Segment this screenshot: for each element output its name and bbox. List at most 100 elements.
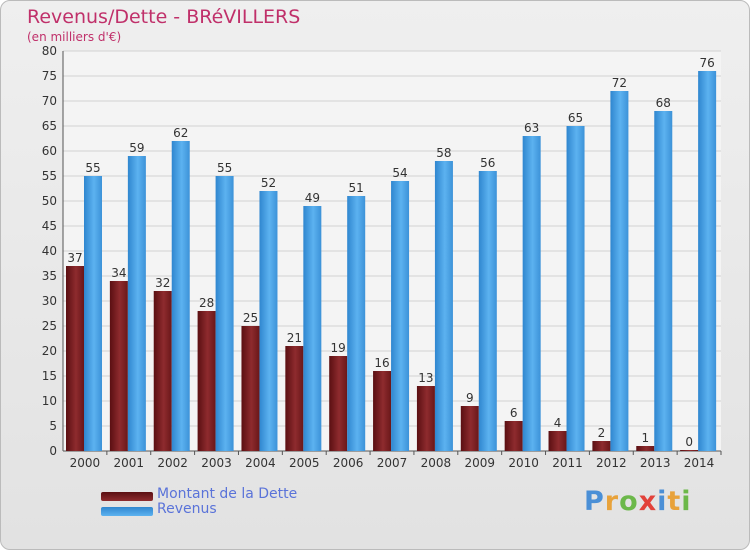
logo-letter: t bbox=[667, 486, 682, 517]
x-tick-label: 2000 bbox=[70, 456, 101, 470]
bar-dette bbox=[153, 291, 172, 451]
data-label-dette: 1 bbox=[641, 431, 649, 445]
y-tick-label: 55 bbox=[42, 169, 57, 183]
y-tick-label: 65 bbox=[42, 119, 57, 133]
y-tick-label: 80 bbox=[42, 44, 57, 58]
data-label-revenus: 55 bbox=[85, 161, 100, 175]
x-tick-label: 2009 bbox=[464, 456, 495, 470]
bar-revenus bbox=[259, 191, 278, 451]
bar-revenus bbox=[654, 111, 673, 451]
bar-dette bbox=[416, 386, 435, 451]
logo-letter: x bbox=[638, 486, 658, 517]
y-tick-label: 60 bbox=[42, 144, 57, 158]
y-tick-label: 15 bbox=[42, 369, 57, 383]
data-label-dette: 9 bbox=[466, 391, 474, 405]
legend-swatch-dette bbox=[101, 492, 153, 501]
bar-revenus bbox=[84, 176, 102, 451]
bar-dette bbox=[460, 406, 479, 451]
data-label-dette: 6 bbox=[510, 406, 518, 420]
x-tick-label: 2001 bbox=[114, 456, 145, 470]
bar-dette bbox=[548, 431, 567, 451]
data-label-revenus: 49 bbox=[305, 191, 320, 205]
data-label-revenus: 56 bbox=[480, 156, 495, 170]
data-label-dette: 2 bbox=[598, 426, 606, 440]
chart-title: Revenus/Dette - BRéVILLERS bbox=[27, 6, 301, 28]
bar-dette bbox=[504, 421, 523, 451]
x-tick-label: 2002 bbox=[157, 456, 188, 470]
bar-dette bbox=[66, 266, 84, 451]
bar-dette bbox=[285, 346, 304, 451]
logo-letter: P bbox=[584, 486, 605, 517]
y-tick-label: 10 bbox=[42, 394, 57, 408]
x-tick-label: 2008 bbox=[421, 456, 452, 470]
x-tick-label: 2013 bbox=[640, 456, 671, 470]
data-label-revenus: 72 bbox=[612, 76, 627, 90]
bar-revenus bbox=[171, 141, 190, 451]
data-label-revenus: 68 bbox=[656, 96, 671, 110]
data-label-dette: 19 bbox=[331, 341, 346, 355]
y-tick-label: 40 bbox=[42, 244, 57, 258]
bar-dette bbox=[109, 281, 128, 451]
bar-revenus bbox=[347, 196, 366, 451]
logo-letter: o bbox=[619, 486, 639, 517]
data-label-revenus: 63 bbox=[524, 121, 539, 135]
logo-letter: i bbox=[681, 486, 692, 517]
x-tick-label: 2014 bbox=[684, 456, 715, 470]
bar-revenus bbox=[566, 126, 585, 451]
bar-dette bbox=[636, 446, 655, 451]
data-label-revenus: 62 bbox=[173, 126, 188, 140]
data-label-dette: 34 bbox=[111, 266, 126, 280]
bar-dette bbox=[197, 311, 216, 451]
data-label-revenus: 52 bbox=[261, 176, 276, 190]
y-tick-label: 0 bbox=[49, 444, 57, 458]
data-label-dette: 32 bbox=[155, 276, 170, 290]
bar-revenus bbox=[698, 71, 717, 451]
data-label-dette: 28 bbox=[199, 296, 214, 310]
y-tick-label: 70 bbox=[42, 94, 57, 108]
bar-dette bbox=[373, 371, 392, 451]
bar-revenus bbox=[303, 206, 322, 451]
legend-swatch-revenus bbox=[101, 507, 153, 516]
x-tick-label: 2011 bbox=[552, 456, 583, 470]
y-tick-label: 35 bbox=[42, 269, 57, 283]
bar-dette bbox=[680, 450, 699, 451]
logo-letter: r bbox=[604, 486, 620, 517]
y-tick-label: 75 bbox=[42, 69, 57, 83]
bar-dette bbox=[329, 356, 348, 451]
y-tick-label: 5 bbox=[49, 419, 57, 433]
logo-letter: i bbox=[657, 486, 668, 517]
data-label-revenus: 58 bbox=[436, 146, 451, 160]
x-tick-label: 2006 bbox=[333, 456, 364, 470]
bar-revenus bbox=[391, 181, 410, 451]
data-label-dette: 13 bbox=[418, 371, 433, 385]
data-label-dette: 16 bbox=[374, 356, 389, 370]
y-tick-label: 25 bbox=[42, 319, 57, 333]
x-tick-label: 2010 bbox=[508, 456, 539, 470]
bar-dette bbox=[592, 441, 611, 451]
chart-subtitle: (en milliers d'€) bbox=[27, 30, 122, 44]
bar-revenus bbox=[610, 91, 629, 451]
legend-label-dette: Montant de la Dette bbox=[157, 486, 298, 502]
data-label-revenus: 59 bbox=[129, 141, 144, 155]
data-label-revenus: 55 bbox=[217, 161, 232, 175]
data-label-revenus: 76 bbox=[699, 56, 714, 70]
x-tick-label: 2012 bbox=[596, 456, 627, 470]
bar-revenus bbox=[478, 171, 497, 451]
y-tick-label: 20 bbox=[42, 344, 57, 358]
data-label-revenus: 54 bbox=[392, 166, 407, 180]
proxiti-logo: Proxiti bbox=[584, 486, 692, 517]
data-label-revenus: 51 bbox=[349, 181, 364, 195]
x-tick-label: 2004 bbox=[245, 456, 276, 470]
bar-revenus bbox=[215, 176, 234, 451]
bar-revenus bbox=[434, 161, 453, 451]
data-label-dette: 37 bbox=[67, 251, 82, 265]
data-label-revenus: 65 bbox=[568, 111, 583, 125]
x-tick-label: 2007 bbox=[377, 456, 408, 470]
y-tick-label: 50 bbox=[42, 194, 57, 208]
bar-revenus bbox=[522, 136, 541, 451]
data-label-dette: 21 bbox=[287, 331, 302, 345]
y-tick-label: 45 bbox=[42, 219, 57, 233]
bar-dette bbox=[241, 326, 260, 451]
